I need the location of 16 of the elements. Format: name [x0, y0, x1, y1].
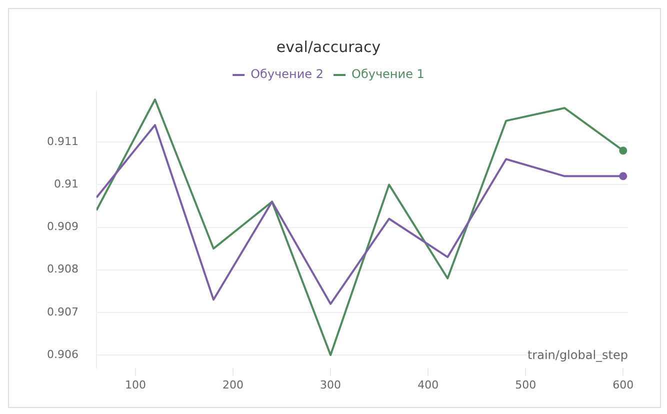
x-axis-title: train/global_step	[527, 348, 628, 362]
x-tick-label: 100	[125, 378, 146, 392]
x-tick-label: 600	[612, 378, 634, 392]
legend-label: Обучение 2	[250, 67, 324, 82]
y-tick-label: 0.909	[46, 220, 78, 234]
y-tick-label: 0.907	[46, 305, 78, 318]
y-tick-label: 0.911	[46, 134, 78, 148]
chart-title: eval/accuracy	[276, 38, 381, 56]
y-tick-label: 0.91	[54, 178, 78, 191]
legend-label: Обучение 1	[352, 67, 424, 82]
x-tick-label: 500	[515, 378, 536, 392]
y-tick-label: 0.908	[46, 262, 78, 276]
y-tick-label: 0.906	[46, 348, 78, 361]
x-tick-label: 300	[320, 378, 342, 392]
x-tick-label: 200	[222, 378, 244, 392]
x-tick-label: 400	[418, 378, 439, 392]
